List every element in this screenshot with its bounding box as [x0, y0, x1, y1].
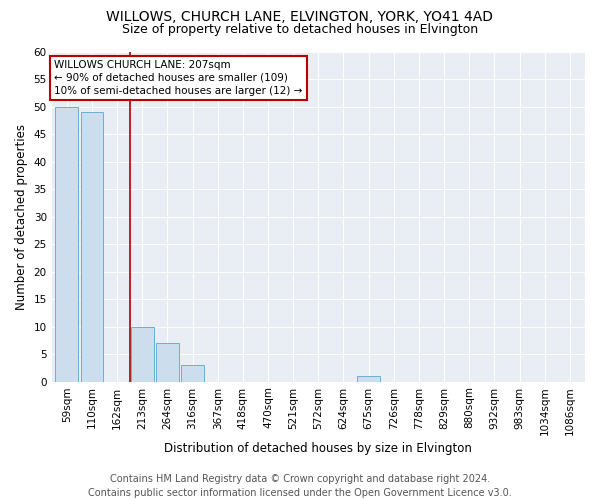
Text: WILLOWS CHURCH LANE: 207sqm
← 90% of detached houses are smaller (109)
10% of se: WILLOWS CHURCH LANE: 207sqm ← 90% of det… — [55, 60, 303, 96]
Text: WILLOWS, CHURCH LANE, ELVINGTON, YORK, YO41 4AD: WILLOWS, CHURCH LANE, ELVINGTON, YORK, Y… — [107, 10, 493, 24]
Text: Size of property relative to detached houses in Elvington: Size of property relative to detached ho… — [122, 22, 478, 36]
Bar — [80, 112, 103, 382]
Bar — [181, 365, 204, 382]
X-axis label: Distribution of detached houses by size in Elvington: Distribution of detached houses by size … — [164, 442, 472, 455]
Y-axis label: Number of detached properties: Number of detached properties — [15, 124, 28, 310]
Bar — [131, 326, 154, 382]
Bar — [55, 106, 78, 382]
Text: Contains HM Land Registry data © Crown copyright and database right 2024.
Contai: Contains HM Land Registry data © Crown c… — [88, 474, 512, 498]
Bar — [156, 343, 179, 382]
Bar — [358, 376, 380, 382]
